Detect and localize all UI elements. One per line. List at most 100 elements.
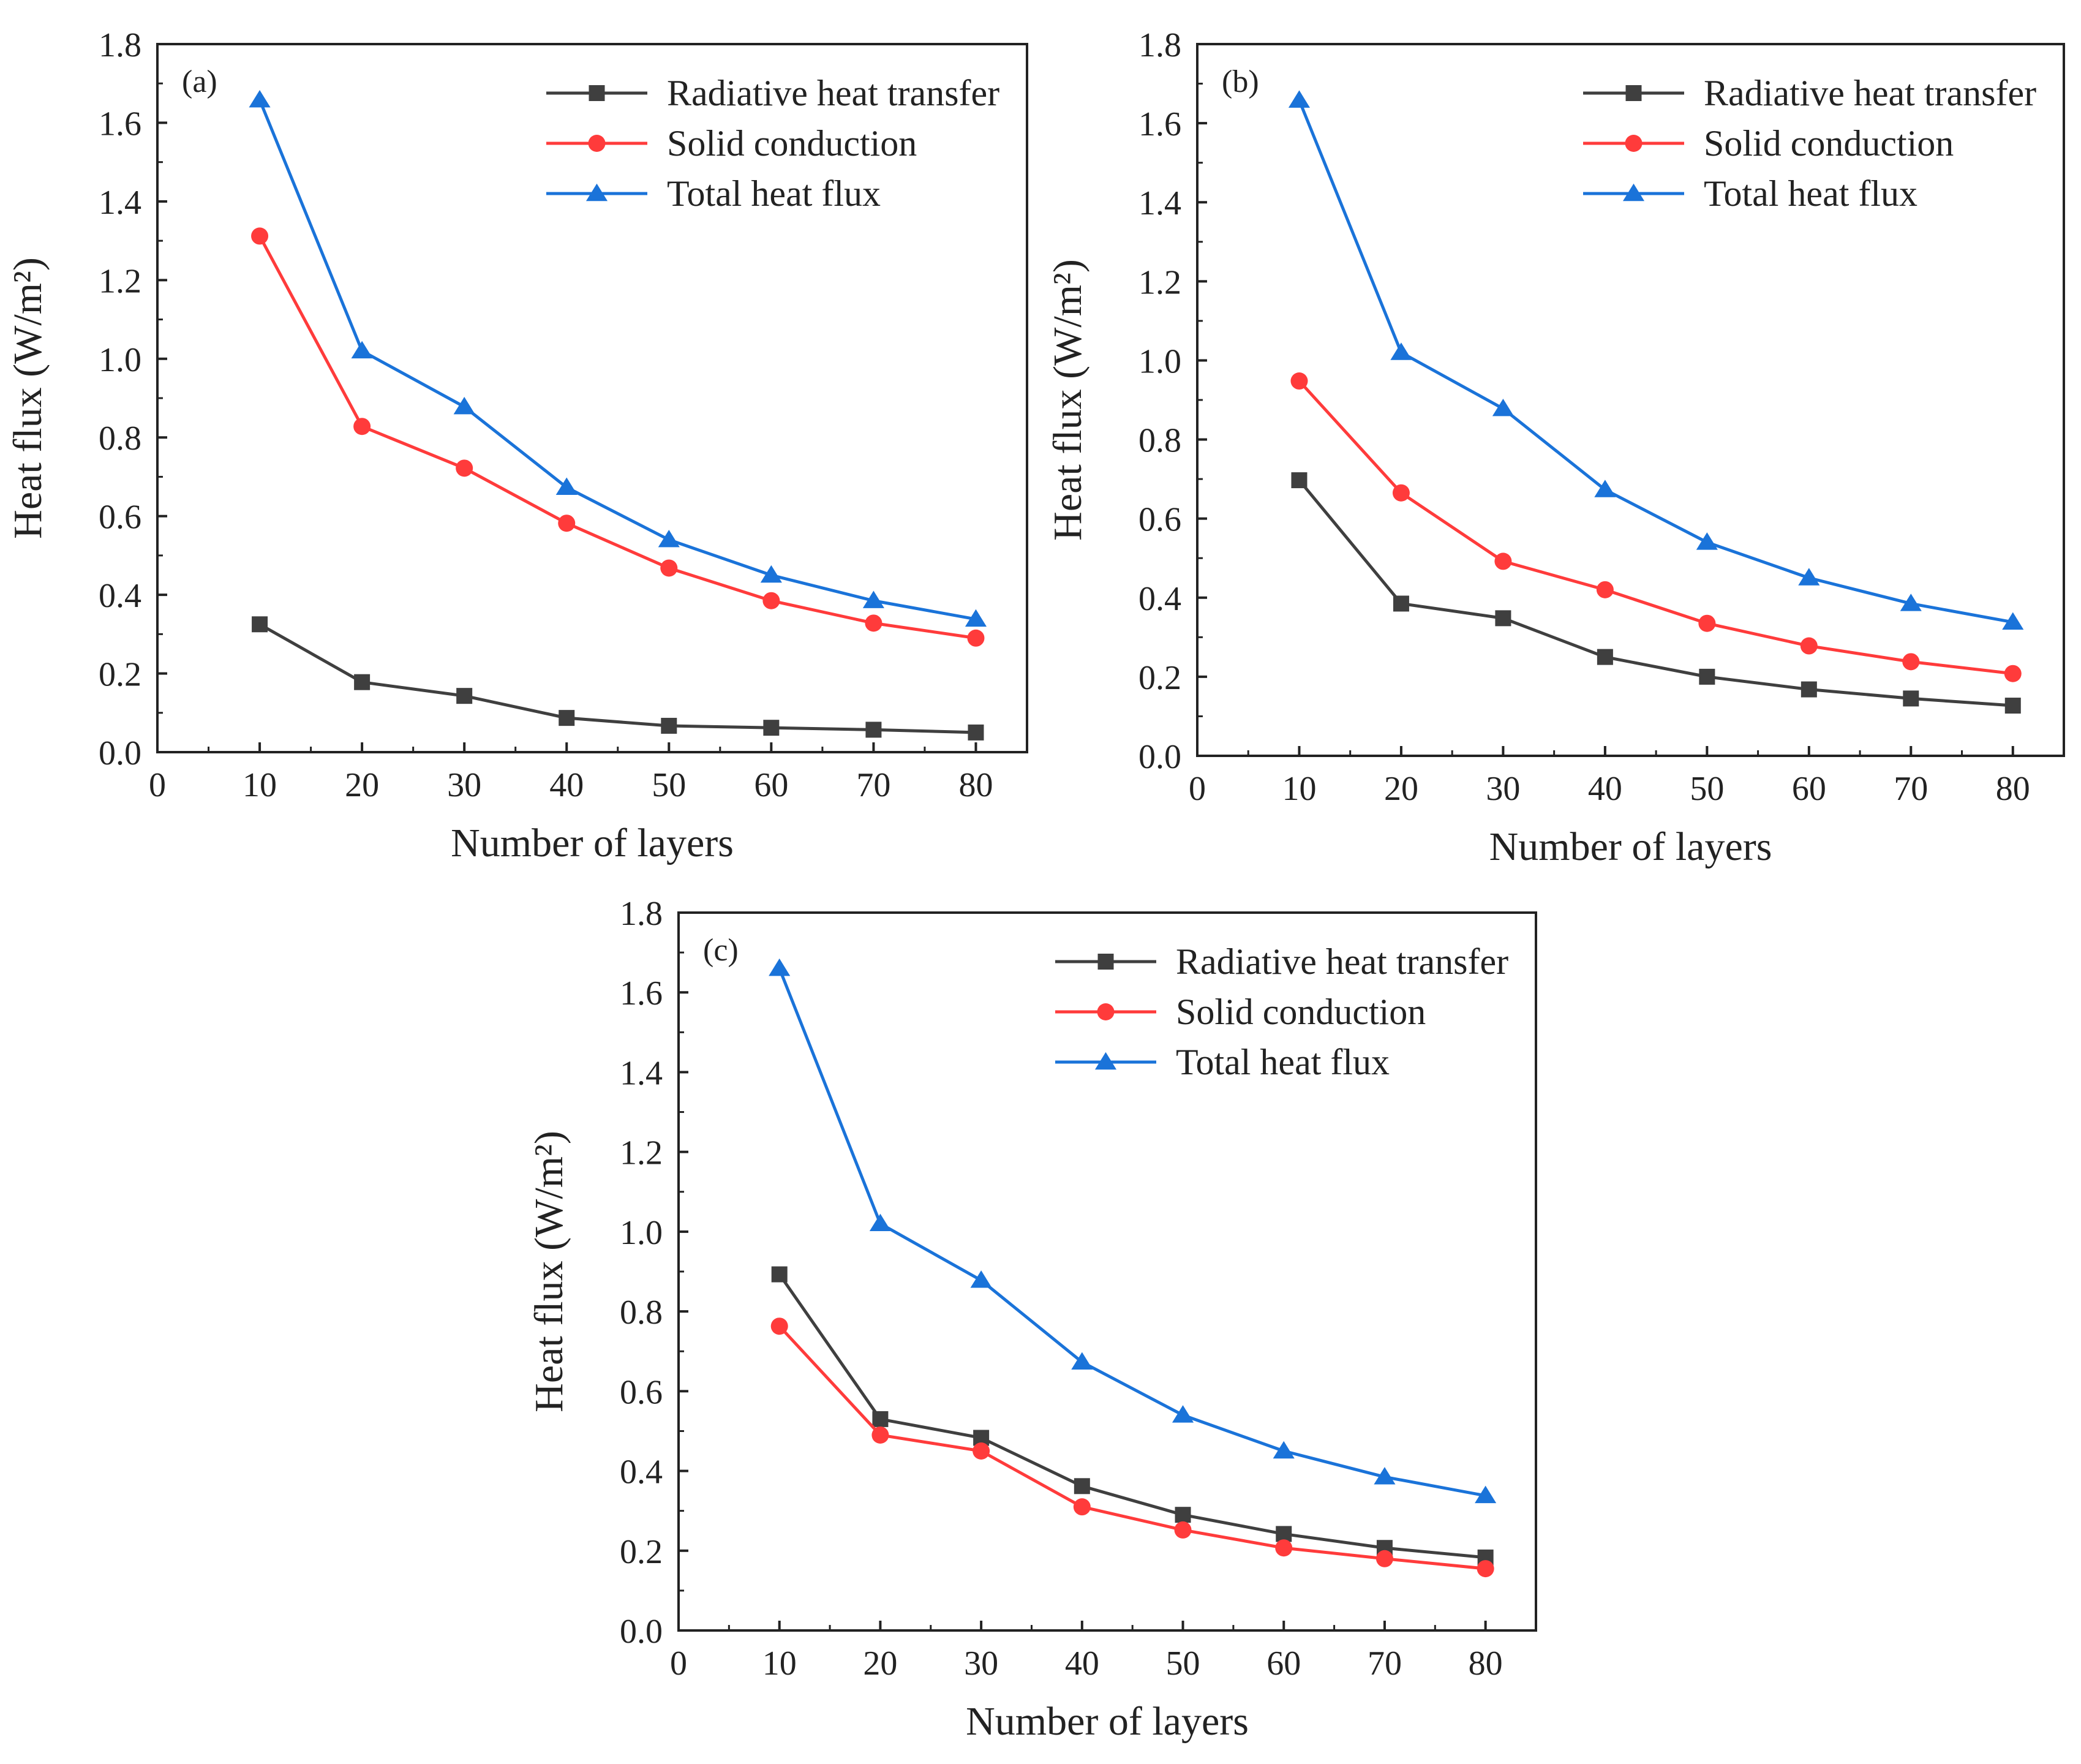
y-tick-label: 0.2 [99, 656, 141, 694]
x-tick-label: 0 [1189, 770, 1206, 808]
data-point [1902, 653, 1920, 671]
y-tick-label: 1.6 [620, 974, 663, 1012]
data-point [351, 341, 373, 359]
data-point [1597, 649, 1613, 665]
data-point [865, 722, 882, 738]
data-point [968, 724, 984, 741]
x-tick-label: 60 [1266, 1645, 1301, 1683]
y-axis-title: Heat flux (W/m²) [6, 257, 50, 539]
y-tick-label: 0.6 [620, 1373, 663, 1411]
legend-marker [1094, 1052, 1117, 1070]
y-tick-label: 0.4 [620, 1453, 663, 1491]
data-point [1492, 398, 1514, 417]
y-tick-label: 1.2 [99, 262, 141, 300]
x-tick-label: 40 [1065, 1645, 1099, 1683]
x-axis-title: Number of layers [451, 821, 734, 865]
y-tick-label: 1.2 [1138, 263, 1181, 301]
data-point [1475, 1485, 1497, 1504]
data-point [1071, 1352, 1093, 1370]
y-tick-label: 0.2 [1138, 659, 1181, 697]
data-point [763, 720, 780, 736]
y-tick-label: 0.4 [1138, 580, 1181, 618]
legend-marker [588, 135, 606, 152]
data-point [869, 1213, 891, 1232]
panel-label: (a) [182, 64, 217, 99]
y-tick-label: 1.8 [99, 26, 141, 64]
x-tick-label: 40 [1588, 770, 1622, 808]
data-point [770, 1317, 788, 1335]
chart-panel-1: 0 10 20 30 40 50 60 70 80 0.0 0.2 0.4 0.6 0.8 1.0 1.2 1.… [6, 26, 1028, 865]
legend: Radiative heat transfer Solid conduction T… [1055, 941, 1508, 1082]
series-line-2 [258, 235, 976, 640]
data-point [769, 958, 791, 976]
data-point [559, 710, 575, 726]
y-tick-label: 1.8 [1138, 26, 1181, 64]
data-point [965, 609, 987, 627]
data-point [771, 1266, 788, 1283]
data-point [760, 565, 782, 583]
y-tick-label: 0.0 [1138, 738, 1181, 776]
series-line-1 [778, 1273, 1486, 1559]
series-line-3 [1298, 99, 2014, 624]
data-point [555, 477, 578, 495]
data-point [872, 1411, 889, 1427]
x-tick-label: 50 [1166, 1645, 1200, 1683]
y-tick-label: 1.6 [1138, 105, 1181, 143]
legend-entry: Radiative heat transfer [667, 73, 999, 113]
data-point [354, 674, 371, 690]
data-point [252, 616, 268, 633]
data-point [658, 529, 680, 548]
data-point [1172, 1405, 1194, 1423]
panel-label: (c) [703, 933, 739, 968]
x-tick-label: 0 [149, 766, 166, 804]
y-axis-title: Heat flux (W/m²) [1045, 259, 1090, 541]
y-tick-label: 1.4 [99, 184, 141, 222]
y-tick-label: 1.4 [620, 1054, 663, 1092]
data-point [456, 459, 473, 477]
y-tick-label: 1.8 [620, 895, 663, 933]
data-point [558, 514, 576, 532]
x-tick-label: 60 [754, 766, 788, 804]
y-tick-label: 1.2 [620, 1134, 663, 1172]
y-tick-label: 0.8 [620, 1294, 663, 1332]
data-point [660, 559, 678, 577]
y-tick-label: 1.0 [1138, 342, 1181, 380]
y-tick-label: 0.6 [99, 499, 141, 537]
legend-entry: Total heat flux [1704, 173, 1917, 214]
y-tick-label: 0.8 [99, 420, 141, 458]
chart-panel-3: 0 10 20 30 40 50 60 70 80 0.0 0.2 0.4 0.6 0.8 1.0 1.2 1.… [527, 895, 1537, 1744]
y-tick-label: 0.2 [620, 1533, 663, 1571]
data-point [661, 717, 677, 734]
legend-entry: Total heat flux [667, 173, 881, 214]
data-point [973, 1442, 990, 1460]
data-point [1900, 594, 1922, 611]
data-point [1698, 614, 1716, 632]
x-tick-label: 60 [1792, 770, 1826, 808]
y-axis-title: Heat flux (W/m²) [527, 1131, 571, 1412]
series-line-2 [778, 1325, 1486, 1570]
x-tick-label: 20 [345, 766, 379, 804]
x-tick-label: 80 [1996, 770, 2030, 808]
y-tick-label: 1.0 [99, 341, 141, 379]
data-point [1276, 1526, 1292, 1542]
x-tick-label: 20 [863, 1645, 897, 1683]
data-point [871, 1426, 889, 1444]
data-point [1175, 1507, 1191, 1523]
x-tick-label: 50 [1690, 770, 1724, 808]
data-point [251, 227, 269, 245]
data-point [1801, 681, 1817, 698]
x-axis-title: Number of layers [966, 1699, 1249, 1744]
y-tick-label: 0.6 [1138, 501, 1181, 539]
x-tick-label: 0 [670, 1645, 687, 1683]
y-tick-label: 0.4 [99, 577, 141, 615]
data-point [1903, 690, 1919, 707]
x-tick-label: 10 [1282, 770, 1316, 808]
x-tick-label: 10 [243, 766, 277, 804]
legend-marker [589, 85, 605, 101]
data-point [1798, 568, 1820, 586]
data-point [2004, 665, 2022, 682]
x-tick-label: 70 [1894, 770, 1928, 808]
data-point [1393, 595, 1409, 612]
legend: Radiative heat transfer Solid conduction T… [1583, 73, 2036, 214]
legend-marker [1097, 1003, 1115, 1020]
